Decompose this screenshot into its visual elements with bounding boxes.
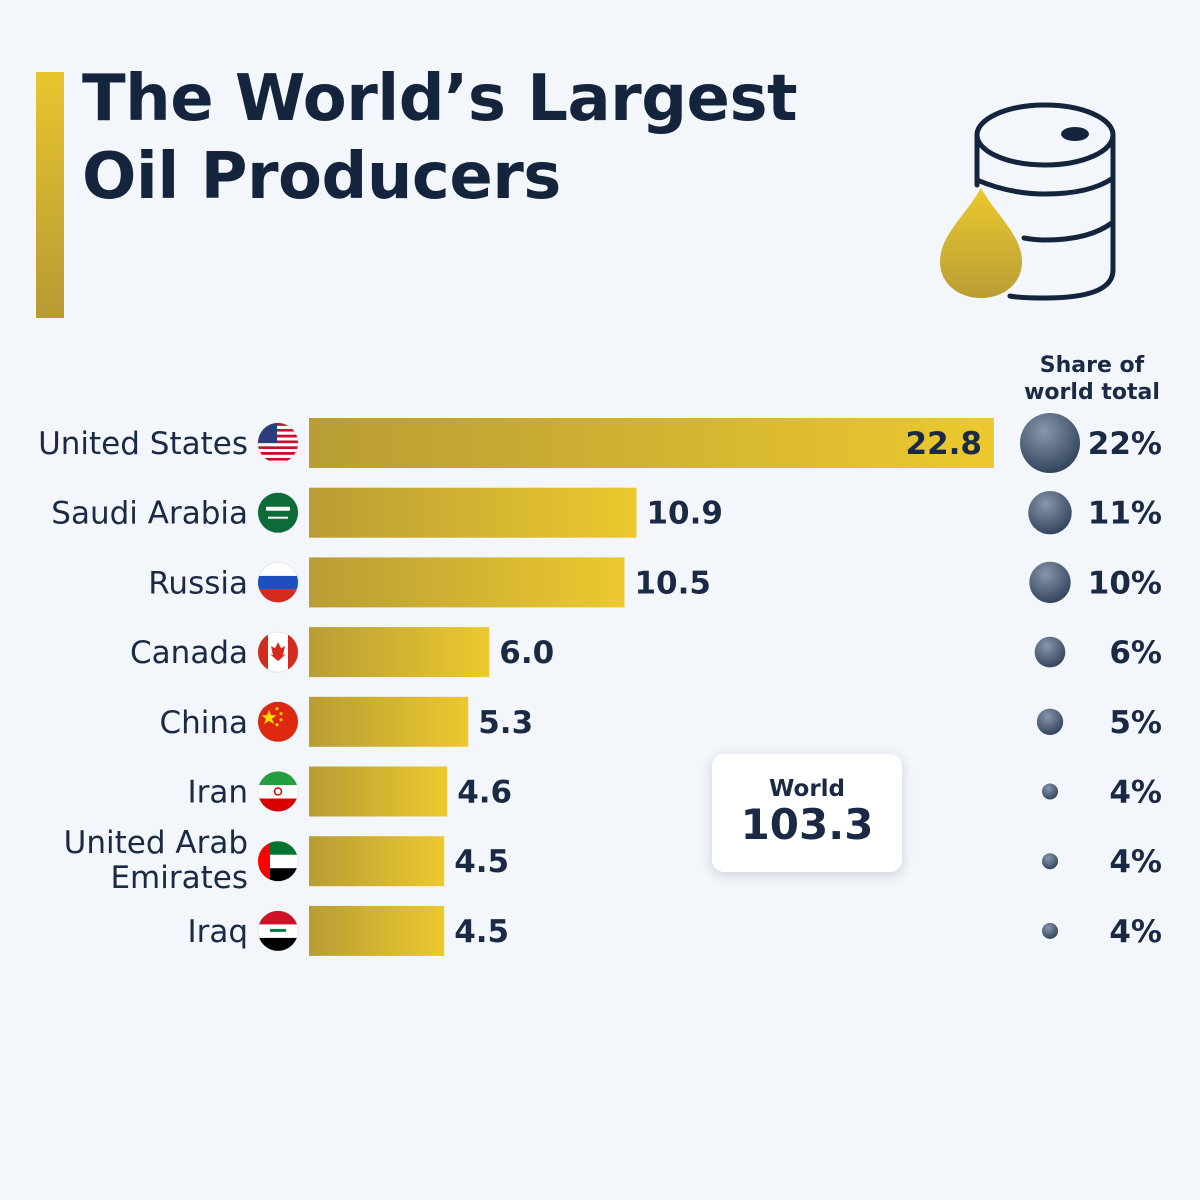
value-label: 4.5 bbox=[454, 914, 509, 950]
country-label: Canada bbox=[130, 635, 248, 671]
share-column-header: Share of world total bbox=[1010, 352, 1174, 406]
canada-flag-icon bbox=[257, 631, 299, 673]
world-total-label: World bbox=[768, 776, 846, 802]
title-line-1: The World’s Largest bbox=[82, 62, 798, 136]
country-label: United Arab Emirates bbox=[64, 825, 248, 896]
value-label: 6.0 bbox=[499, 635, 554, 671]
russia-flag-icon bbox=[257, 561, 299, 603]
value-label: 22.8 bbox=[906, 426, 983, 462]
bar bbox=[309, 418, 994, 468]
share-dot bbox=[1036, 708, 1064, 735]
chart-row: United States 22.8 22% bbox=[38, 413, 1162, 473]
bar bbox=[309, 905, 445, 956]
share-label: 10% bbox=[1088, 565, 1162, 601]
bar bbox=[309, 557, 625, 608]
bar bbox=[309, 836, 445, 887]
share-header-line-2: world total bbox=[1024, 380, 1160, 405]
iraq-flag-icon bbox=[257, 910, 299, 952]
title-accent-bar bbox=[36, 72, 64, 318]
bar bbox=[309, 766, 448, 817]
value-label: 10.5 bbox=[634, 565, 711, 601]
value-label: 4.6 bbox=[457, 775, 512, 811]
country-label: Saudi Arabia bbox=[51, 496, 248, 532]
uae-flag-icon bbox=[257, 840, 299, 882]
chart-row: Saudi Arabia 10.9 11% bbox=[51, 487, 1162, 538]
bar bbox=[309, 627, 490, 678]
country-label: China bbox=[159, 705, 248, 741]
share-label: 6% bbox=[1109, 635, 1162, 671]
share-header-line-1: Share of bbox=[1039, 353, 1145, 378]
share-dot bbox=[1042, 783, 1058, 800]
bar bbox=[309, 487, 637, 538]
share-dot bbox=[1029, 561, 1071, 604]
page-title: The World’s Largest Oil Producers bbox=[82, 60, 798, 216]
share-dot bbox=[1034, 636, 1066, 668]
bar bbox=[309, 696, 469, 747]
oil-barrel-icon bbox=[940, 102, 1116, 301]
china-flag-icon bbox=[257, 701, 299, 743]
value-label: 10.9 bbox=[646, 496, 723, 532]
share-label: 4% bbox=[1109, 914, 1162, 950]
value-label: 5.3 bbox=[478, 705, 533, 741]
country-label: Iran bbox=[187, 775, 248, 811]
share-label: 11% bbox=[1088, 496, 1162, 532]
share-label: 22% bbox=[1088, 426, 1162, 462]
world-total-value: 103.3 bbox=[740, 800, 874, 849]
chart-row: Canada 6.0 6% bbox=[130, 627, 1162, 678]
chart-row: Iraq 4.5 4% bbox=[187, 905, 1162, 956]
share-dot bbox=[1042, 853, 1058, 870]
country-label: Iraq bbox=[187, 914, 248, 950]
chart-row: China 5.3 5% bbox=[159, 696, 1162, 747]
country-label: United States bbox=[38, 426, 248, 462]
chart-row: Iran 4.6 4% bbox=[187, 766, 1162, 817]
share-label: 4% bbox=[1109, 775, 1162, 811]
share-dot bbox=[1020, 413, 1080, 473]
country-label: Russia bbox=[148, 565, 248, 601]
iran-flag-icon bbox=[257, 771, 299, 812]
share-label: 5% bbox=[1109, 705, 1162, 741]
share-dot bbox=[1042, 922, 1058, 939]
world-total-box: World 103.3 bbox=[712, 754, 902, 872]
share-dot bbox=[1028, 490, 1072, 535]
title-line-2: Oil Producers bbox=[82, 140, 561, 214]
chart-row: United Arab Emirates 4.5 4% bbox=[64, 825, 1162, 896]
us-flag-icon bbox=[257, 422, 299, 464]
chart-row: Russia 10.5 10% bbox=[148, 557, 1162, 608]
saudi-flag-icon bbox=[257, 492, 299, 534]
value-label: 4.5 bbox=[454, 844, 509, 880]
share-label: 4% bbox=[1109, 844, 1162, 880]
